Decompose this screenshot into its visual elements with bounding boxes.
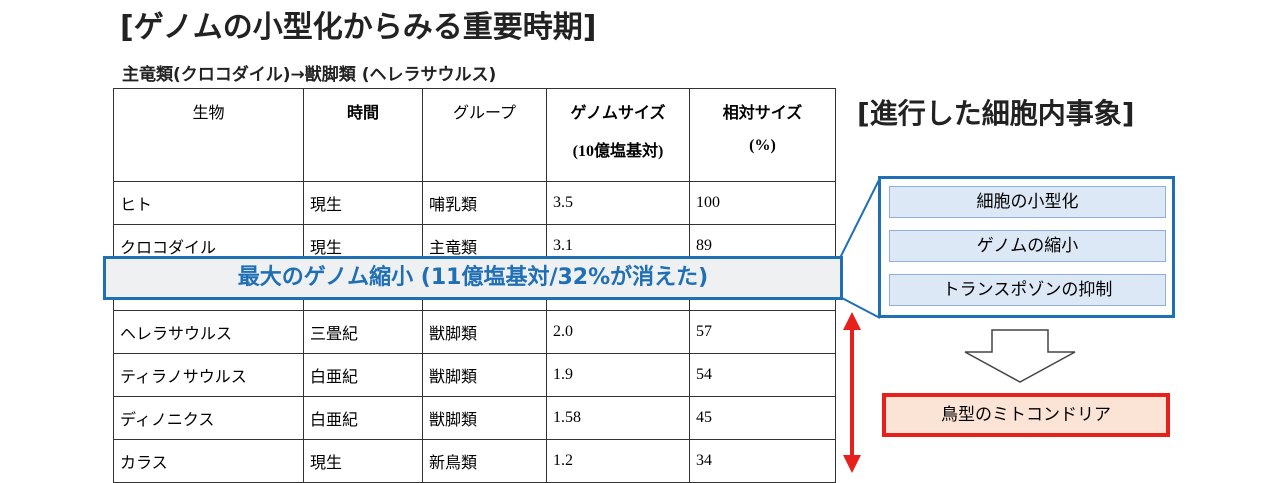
table-cell: ヘレラサウルス [113, 310, 304, 354]
header-label: ゲノムサイズ [570, 105, 666, 122]
table-cell: 34 [689, 439, 836, 483]
table-cell: 54 [689, 353, 836, 397]
header-cell: ゲノムサイズ (10億塩基対) [546, 88, 690, 182]
table-cell: ディノニクス [113, 396, 304, 440]
header-sub: (%) [749, 137, 776, 154]
table-cell: 白亜紀 [303, 353, 423, 397]
table-cell: 45 [689, 396, 836, 440]
event-item: ゲノムの縮小 [889, 230, 1166, 262]
header-label: 生物 [192, 105, 225, 122]
table-cell: カラス [113, 439, 304, 483]
header-label: 時間 [346, 105, 379, 122]
table-cell: 三畳紀 [303, 310, 423, 354]
header-cell: 相対サイズ (%) [689, 88, 836, 182]
events-title: [進行した細胞内事象] [857, 97, 1135, 130]
table-row: ヘレラサウルス 三畳紀 獣脚類 2.0 57 [113, 310, 836, 354]
table-row: ティラノサウルス 白亜紀 獣脚類 1.9 54 [113, 353, 836, 397]
table-cell: 現生 [303, 439, 423, 483]
events-box: 細胞の小型化 ゲノムの縮小 トランスポゾンの抑制 [878, 176, 1175, 318]
table-row: ディノニクス 白亜紀 獣脚類 1.58 45 [113, 396, 836, 440]
table-cell: 新鳥類 [422, 439, 547, 483]
subtitle: 主竜類(クロコダイル)→獣脚類 (ヘレラサウルス) [122, 65, 497, 85]
title: [ゲノムの小型化からみる重要時期] [120, 10, 597, 45]
event-item: トランスポゾンの抑制 [889, 274, 1166, 306]
banner: 最大のゲノム縮小 (11億塩基対/32%が消えた) [103, 256, 843, 300]
table-cell: 57 [689, 310, 836, 354]
event-item: 細胞の小型化 [889, 186, 1166, 218]
header-sub: (10億塩基対) [572, 143, 664, 160]
table-row: カラス 現生 新鳥類 1.2 34 [113, 439, 836, 483]
table-cell: ティラノサウルス [113, 353, 304, 397]
table-cell: 3.5 [546, 181, 690, 225]
result: 鳥型のミトコンドリア [882, 393, 1170, 437]
table-cell: 100 [689, 181, 836, 225]
header-row: 生物 時間 グループ ゲノムサイズ (10億塩基対) 相対サイズ (%) [113, 88, 836, 182]
header-label: 相対サイズ [722, 105, 803, 122]
header-label: グループ [452, 105, 517, 122]
table-cell: 1.58 [546, 396, 690, 440]
